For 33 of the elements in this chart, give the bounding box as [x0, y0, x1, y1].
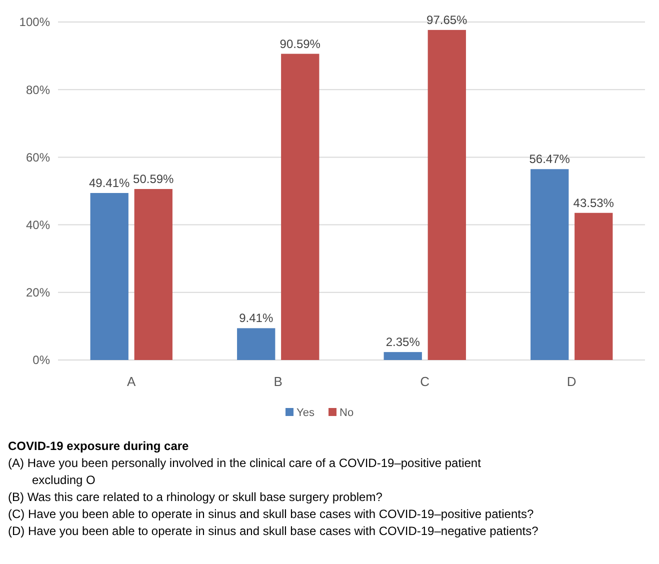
data-label: 49.41% [89, 176, 130, 190]
data-label: 43.53% [573, 196, 614, 210]
y-tick-label: 40% [26, 218, 50, 232]
bar [237, 328, 276, 360]
x-tick-label: D [566, 374, 576, 389]
data-label: 50.59% [133, 172, 174, 186]
text: COVID-19 exposure during care [8, 439, 190, 453]
legend-label: No [340, 407, 354, 419]
y-tick-label: 0% [32, 353, 50, 368]
bar [134, 189, 172, 360]
x-tick-label: C [420, 374, 430, 389]
x-tick-label: B [274, 374, 282, 389]
bar [428, 30, 466, 360]
bar [574, 212, 613, 360]
text: (D) Have you been able to operate in sinus and skull base cases with COVID-19–negative patients? [8, 524, 539, 538]
text: (C) Have you been able to operate in sinus and skull base cases with COVID-19–positive patients? [8, 507, 534, 521]
data-label: 9.41% [239, 311, 274, 326]
data-label: 56.47% [529, 152, 570, 166]
y-tick-label: 80% [26, 82, 50, 97]
y-tick-label: 60% [26, 150, 50, 164]
text: (B) Was this care related to a rhinology or skull base surgery problem? [8, 490, 383, 504]
x-tick-label: A [127, 374, 136, 389]
data-label: 97.65% [426, 12, 468, 27]
bar [530, 169, 569, 360]
bar [281, 54, 320, 360]
legend-label: Yes [296, 407, 315, 419]
bar [90, 192, 128, 360]
bar [384, 352, 422, 360]
y-tick-label: 20% [26, 286, 50, 300]
data-label: 2.35% [386, 335, 420, 350]
text: (A) Have you been personally involved in the clinical care of a COVID-19–positive patient excluding O [8, 456, 482, 487]
data-label: 90.59% [280, 36, 321, 51]
y-tick-label: 100% [19, 15, 50, 30]
